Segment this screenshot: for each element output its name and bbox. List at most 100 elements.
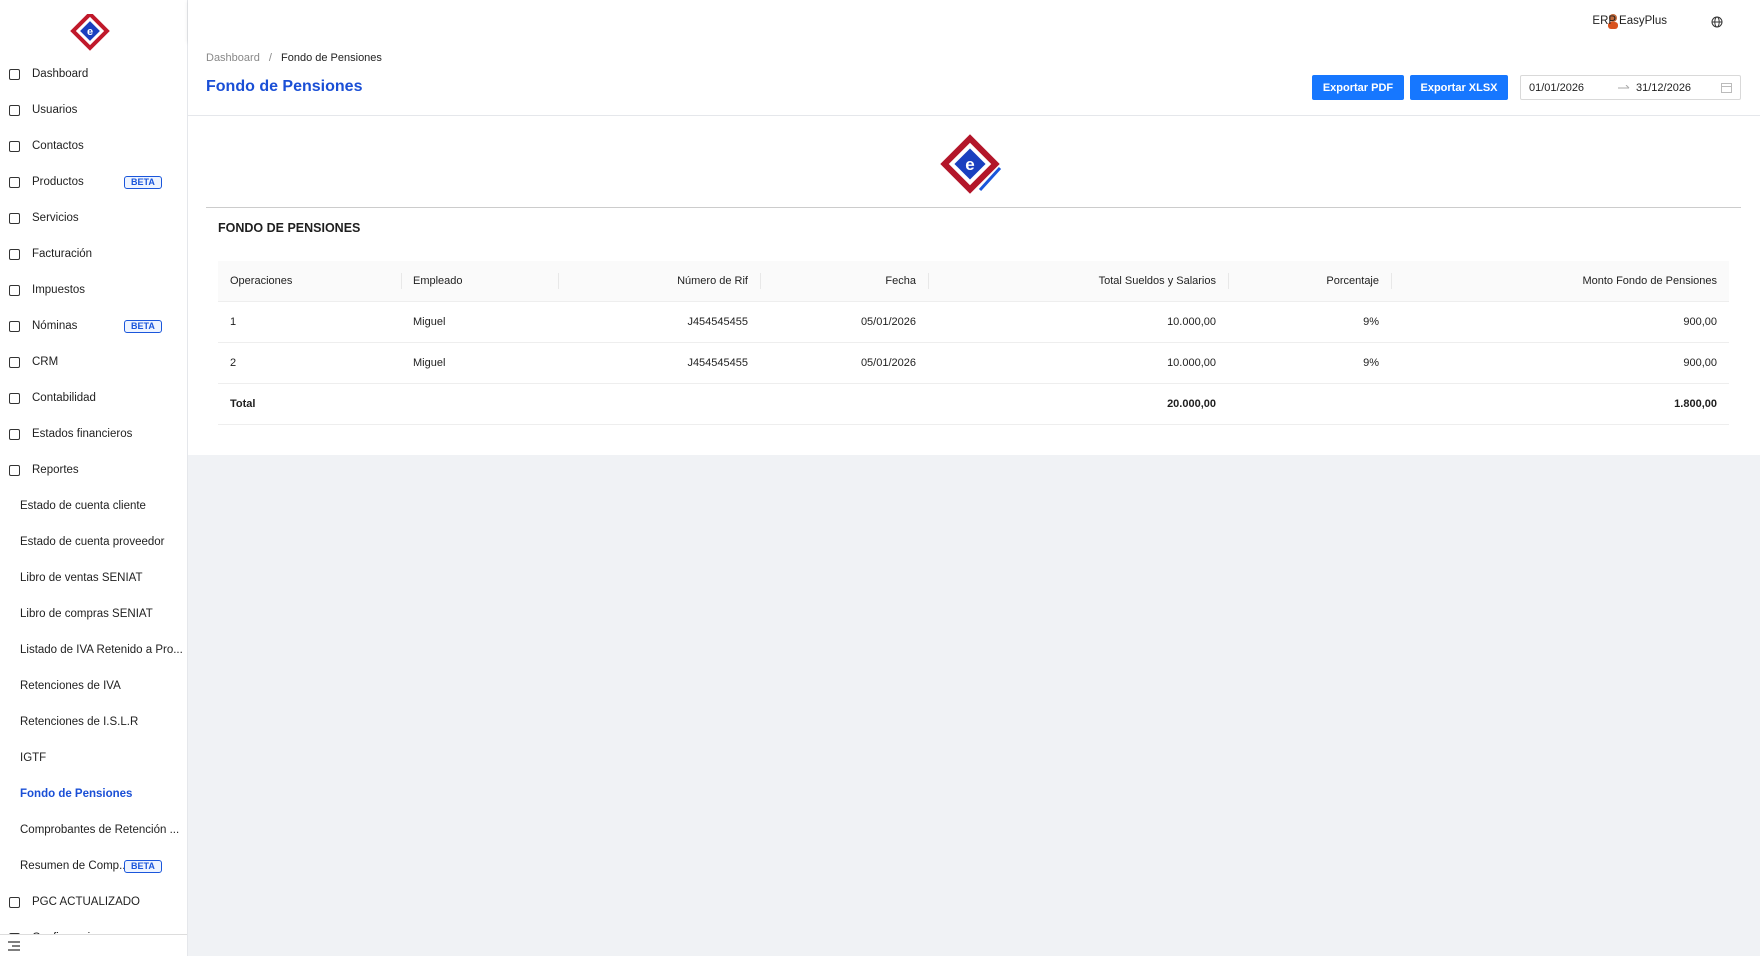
table-cell: Miguel bbox=[401, 301, 558, 343]
total-cell: 20.000,00 bbox=[928, 383, 1228, 425]
menu-label: Estados financieros bbox=[32, 428, 133, 440]
menu-label: Estado de cuenta proveedor bbox=[20, 536, 165, 548]
beta-badge: BETA bbox=[124, 319, 162, 333]
beta-badge: BETA bbox=[124, 859, 162, 873]
table-cell: 900,00 bbox=[1391, 342, 1729, 384]
menu-label: PGC ACTUALIZADO bbox=[32, 896, 140, 908]
user-name[interactable]: ERP EasyPlus bbox=[1592, 15, 1667, 27]
menu-item[interactable]: Estados financieros bbox=[0, 416, 187, 452]
export-pdf-button[interactable]: Exportar PDF bbox=[1312, 75, 1404, 100]
breadcrumb: Dashboard / Fondo de Pensiones bbox=[206, 52, 382, 64]
table-cell: J454545455 bbox=[558, 342, 760, 384]
report-title: FONDO DE PENSIONES bbox=[218, 221, 361, 235]
table-cell: 900,00 bbox=[1391, 301, 1729, 343]
menu-item[interactable]: IGTF bbox=[0, 740, 187, 776]
menu-label: Impuestos bbox=[32, 284, 86, 296]
collapse-button[interactable] bbox=[0, 934, 187, 956]
empty-cell bbox=[1228, 383, 1391, 425]
column-header: Porcentaje bbox=[1228, 261, 1391, 302]
svg-text:e: e bbox=[965, 155, 974, 174]
sidebar: e Dashboard Usuarios Contactos Productos BET… bbox=[0, 0, 188, 956]
menu-item[interactable]: Retenciones de IVA bbox=[0, 668, 187, 704]
column-header: Operaciones bbox=[218, 261, 401, 302]
column-header: Empleado bbox=[401, 261, 558, 302]
table-cell: 9% bbox=[1228, 301, 1391, 343]
menu: Dashboard Usuarios Contactos Productos BETA S… bbox=[0, 56, 187, 956]
menu-label: Dashboard bbox=[32, 68, 89, 80]
column-header: Número de Rif bbox=[558, 261, 760, 302]
column-header: Fecha bbox=[760, 261, 928, 302]
menu-item[interactable]: Estado de cuenta proveedor bbox=[0, 524, 187, 560]
table-cell: 10.000,00 bbox=[928, 301, 1228, 343]
total-cell: Total bbox=[218, 383, 401, 425]
menu-item[interactable]: Impuestos bbox=[0, 272, 187, 308]
menu-label: Comprobantes de Retención ... bbox=[20, 824, 180, 836]
date-range-picker[interactable]: 01/01/2026 31/12/2026 bbox=[1520, 75, 1741, 100]
avatar[interactable] bbox=[1606, 13, 1620, 29]
page-header: Dashboard / Fondo de Pensiones Fondo de … bbox=[188, 42, 1760, 116]
menu-item[interactable]: Libro de ventas SENIAT bbox=[0, 560, 187, 596]
table-cell: 10.000,00 bbox=[928, 342, 1228, 384]
menu-item[interactable]: Nóminas BETA bbox=[0, 308, 187, 344]
menu-item[interactable]: Estado de cuenta cliente bbox=[0, 488, 187, 524]
menu-item[interactable]: Libro de compras SENIAT bbox=[0, 596, 187, 632]
menu-label: Retenciones de IVA bbox=[20, 680, 121, 692]
menu-label: Estado de cuenta cliente bbox=[20, 500, 146, 512]
logo: e bbox=[70, 14, 110, 51]
menu-label: Nóminas bbox=[32, 320, 78, 332]
menu-item[interactable]: Dashboard bbox=[0, 56, 187, 92]
menu-item[interactable]: Comprobantes de Retención ... bbox=[0, 812, 187, 848]
menu-item[interactable]: Listado de IVA Retenido a Pro... bbox=[0, 632, 187, 668]
menu-label: Facturación bbox=[32, 248, 93, 260]
menu-label: Fondo de Pensiones bbox=[20, 788, 133, 800]
table-cell: 9% bbox=[1228, 342, 1391, 384]
menu-label: IGTF bbox=[20, 752, 47, 764]
table-cell: J454545455 bbox=[558, 301, 760, 343]
menu-item[interactable]: Fondo de Pensiones bbox=[0, 776, 187, 812]
empty-cell bbox=[760, 383, 928, 425]
menu-label: CRM bbox=[32, 356, 59, 368]
report-card: e FONDO DE PENSIONES Operaciones Empleado… bbox=[188, 116, 1760, 455]
breadcrumb-link[interactable]: Dashboard bbox=[206, 52, 260, 64]
menu-item[interactable]: Reportes bbox=[0, 452, 187, 488]
menu-label: Contabilidad bbox=[32, 392, 96, 404]
export-xlsx-button[interactable]: Exportar XLSX bbox=[1410, 75, 1508, 100]
svg-text:e: e bbox=[87, 26, 93, 38]
table-cell: 2 bbox=[218, 342, 401, 384]
menu-item[interactable]: Contabilidad bbox=[0, 380, 187, 416]
menu-item[interactable]: Resumen de Comp... BETA bbox=[0, 848, 187, 884]
menu-item[interactable]: Facturación bbox=[0, 236, 187, 272]
report-table: Operaciones Empleado Número de Rif Fecha Tot… bbox=[218, 261, 1729, 425]
beta-badge: BETA bbox=[124, 175, 162, 189]
menu-item[interactable]: Usuarios bbox=[0, 92, 187, 128]
language-icon[interactable] bbox=[1711, 16, 1723, 28]
empty-cell bbox=[558, 383, 760, 425]
total-row: Total 20.000,00 1.800,00 bbox=[218, 383, 1729, 425]
menu-item[interactable]: Contactos bbox=[0, 128, 187, 164]
table-cell: 05/01/2026 bbox=[760, 342, 928, 384]
table-cell: 05/01/2026 bbox=[760, 301, 928, 343]
menu-item[interactable]: Servicios bbox=[0, 200, 187, 236]
menu-item[interactable]: PGC ACTUALIZADO bbox=[0, 884, 187, 920]
menu-label: Libro de ventas SENIAT bbox=[20, 572, 143, 584]
menu-label: Servicios bbox=[32, 212, 79, 224]
menu-label: Listado de IVA Retenido a Pro... bbox=[20, 644, 183, 656]
date-to[interactable]: 31/12/2026 bbox=[1636, 82, 1692, 94]
menu-label: Usuarios bbox=[32, 104, 78, 116]
menu-label: Productos bbox=[32, 176, 84, 188]
table-row: 2 Miguel J454545455 05/01/2026 10.000,00 9% 90… bbox=[218, 342, 1729, 384]
date-from[interactable]: 01/01/2026 bbox=[1529, 82, 1585, 94]
header-row: Operaciones Empleado Número de Rif Fecha Tot… bbox=[218, 261, 1729, 302]
column-header: Monto Fondo de Pensiones bbox=[1391, 261, 1729, 302]
table-cell: 1 bbox=[218, 301, 401, 343]
menu-item[interactable]: Retenciones de I.S.L.R bbox=[0, 704, 187, 740]
divider bbox=[206, 207, 1741, 208]
menu-label: Retenciones de I.S.L.R bbox=[20, 716, 139, 728]
menu-item[interactable]: CRM bbox=[0, 344, 187, 380]
menu-label: Reportes bbox=[32, 464, 79, 476]
top-bar: ERP EasyPlus bbox=[188, 0, 1760, 42]
menu-label: Libro de compras SENIAT bbox=[20, 608, 153, 620]
menu-item[interactable]: Productos BETA bbox=[0, 164, 187, 200]
report-logo: e bbox=[940, 134, 1002, 194]
